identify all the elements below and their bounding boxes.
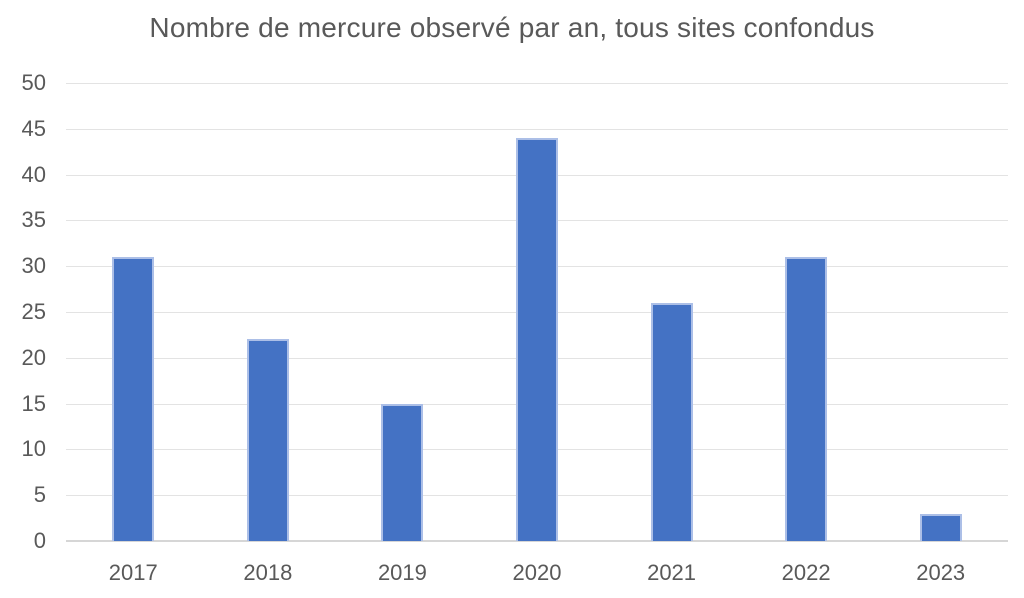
x-tick-label-2019: 2019	[377, 560, 427, 585]
y-tick-label-25: 25	[21, 299, 46, 324]
bar-2021	[650, 302, 693, 541]
x-tick-label-2017: 2017	[108, 560, 158, 585]
bar-2020	[516, 137, 558, 541]
y-tick-label-5: 5	[33, 482, 46, 508]
y-tick-label-35: 35	[21, 207, 46, 233]
bar-2019	[381, 403, 424, 541]
y-tick-label-45: 45	[21, 115, 46, 141]
y-tick-label-20: 20	[21, 344, 46, 370]
y-tick-label-40: 40	[21, 161, 46, 187]
gridline-y-45	[66, 128, 1008, 130]
gridline-y-50	[66, 83, 1008, 84]
x-tick-label-2022: 2022	[781, 560, 831, 585]
y-tick-label-0: 0	[33, 528, 46, 553]
bar-2017	[112, 257, 155, 541]
y-tick-label-50: 50	[21, 70, 46, 95]
chart-title: Nombre de mercure observé par an, tous s…	[149, 12, 875, 43]
y-tick-label-30: 30	[21, 253, 46, 279]
bar-2023	[919, 513, 962, 541]
x-tick-label-2018: 2018	[243, 560, 293, 585]
y-tick-label-10: 10	[21, 436, 46, 462]
bar-2022	[785, 257, 828, 541]
bar-2018	[246, 339, 289, 541]
x-tick-label-2020: 2020	[512, 560, 562, 585]
x-tick-label-2021: 2021	[647, 560, 697, 585]
y-tick-label-15: 15	[21, 390, 46, 416]
plot-area	[66, 83, 1008, 542]
x-tick-label-2023: 2023	[916, 560, 966, 585]
x-axis-line	[66, 540, 1008, 542]
